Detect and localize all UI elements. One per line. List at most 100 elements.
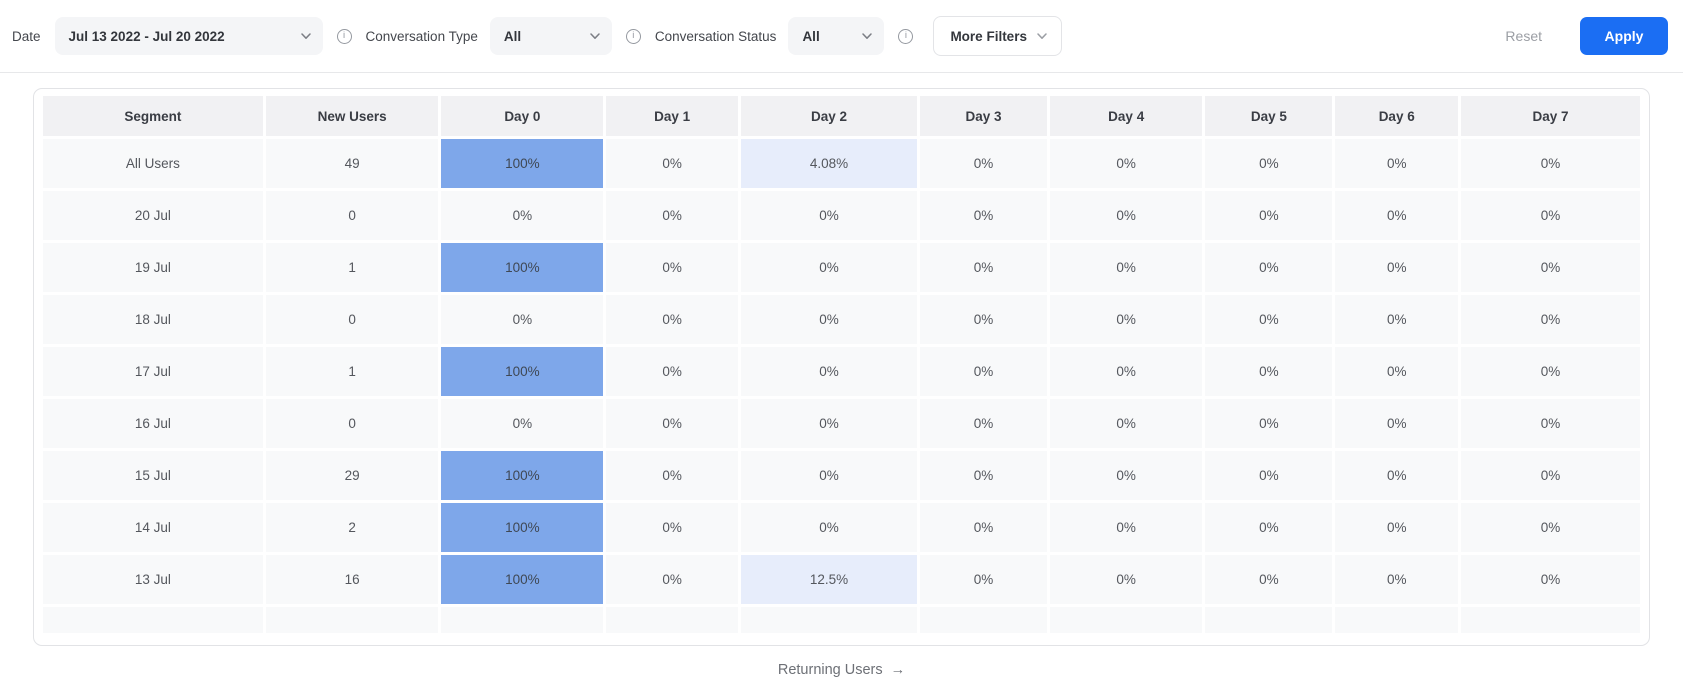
column-header-day-4: Day 4 <box>1050 96 1203 136</box>
retention-cell-day-1: 0% <box>606 503 739 552</box>
date-range-select[interactable]: Jul 13 2022 - Jul 20 2022 <box>54 17 323 55</box>
retention-cell-day-0: 100% <box>441 555 604 604</box>
segment-cell: 18 Jul <box>43 295 263 344</box>
retention-table: Segment New Users Day 0 Day 1 Day 2 Day 3 Day … <box>40 93 1643 636</box>
retention-cell-day-4: 0% <box>1050 191 1203 240</box>
more-filters-button[interactable]: More Filters <box>933 16 1062 56</box>
table-row: 20 Jul 0 0% 0% 0% 0% 0% 0% 0% 0% <box>43 191 1640 240</box>
retention-cell-day-2: 12.5% <box>741 555 917 604</box>
table-row: 13 Jul 16 100% 0% 12.5% 0% 0% 0% 0% 0% <box>43 555 1640 604</box>
reset-button[interactable]: Reset <box>1505 28 1542 44</box>
retention-cell-day-7: 0% <box>1460 347 1640 396</box>
retention-cell-day-0: 100% <box>441 503 604 552</box>
retention-cell-day-5: 0% <box>1205 139 1333 188</box>
retention-cell-day-4: 0% <box>1050 503 1203 552</box>
retention-cell-day-7: 0% <box>1460 295 1640 344</box>
conversation-status-select[interactable]: All <box>788 17 885 55</box>
apply-button[interactable]: Apply <box>1580 17 1668 55</box>
retention-cell-day-2: 0% <box>741 191 917 240</box>
retention-cell-day-0: 0% <box>441 399 604 448</box>
retention-cell-day-4: 0% <box>1050 347 1203 396</box>
conversation-type-info-icon[interactable]: i <box>625 28 641 44</box>
retention-cell-day-7: 0% <box>1460 451 1640 500</box>
retention-cell-day-1: 0% <box>606 139 739 188</box>
segment-cell: 15 Jul <box>43 451 263 500</box>
date-info-icon[interactable]: i <box>336 28 352 44</box>
column-header-day-2: Day 2 <box>741 96 917 136</box>
retention-cell-day-6: 0% <box>1335 451 1458 500</box>
conversation-type-label: Conversation Type <box>365 28 478 44</box>
filter-actions: Reset Apply <box>1505 17 1668 55</box>
conversation-status-info-icon[interactable]: i <box>898 28 914 44</box>
retention-cell-day-0: 100% <box>441 139 604 188</box>
retention-cell-day-4: 0% <box>1050 399 1203 448</box>
retention-cell-day-7: 0% <box>1460 503 1640 552</box>
column-header-day-5: Day 5 <box>1205 96 1333 136</box>
retention-cell-day-5: 0% <box>1205 451 1333 500</box>
retention-cell-day-2: 0% <box>741 399 917 448</box>
retention-cell-day-3: 0% <box>919 347 1048 396</box>
partial-cell <box>265 607 439 633</box>
table-row: 19 Jul 1 100% 0% 0% 0% 0% 0% 0% 0% <box>43 243 1640 292</box>
conversation-status-label: Conversation Status <box>654 28 777 44</box>
table-row: 15 Jul 29 100% 0% 0% 0% 0% 0% 0% 0% <box>43 451 1640 500</box>
retention-cell-day-6: 0% <box>1335 295 1458 344</box>
retention-cell-day-3: 0% <box>919 243 1048 292</box>
column-header-new-users: New Users <box>265 96 439 136</box>
retention-cell-day-1: 0% <box>606 191 739 240</box>
retention-cell-day-0: 0% <box>441 191 604 240</box>
partial-cell <box>43 607 263 633</box>
chevron-down-icon <box>590 31 600 41</box>
retention-cell-day-6: 0% <box>1335 503 1458 552</box>
retention-cell-day-0: 100% <box>441 451 604 500</box>
new-users-cell: 0 <box>265 295 439 344</box>
retention-cell-day-2: 4.08% <box>741 139 917 188</box>
retention-cell-day-5: 0% <box>1205 503 1333 552</box>
segment-cell: 13 Jul <box>43 555 263 604</box>
retention-cell-day-4: 0% <box>1050 139 1203 188</box>
retention-cell-day-1: 0% <box>606 451 739 500</box>
partial-cell <box>606 607 739 633</box>
conversation-status-value: All <box>802 28 820 44</box>
retention-cell-day-2: 0% <box>741 243 917 292</box>
retention-cell-day-6: 0% <box>1335 243 1458 292</box>
table-row: 16 Jul 0 0% 0% 0% 0% 0% 0% 0% 0% <box>43 399 1640 448</box>
retention-cell-day-2: 0% <box>741 295 917 344</box>
retention-table-card: Segment New Users Day 0 Day 1 Day 2 Day 3 Day … <box>33 88 1650 646</box>
retention-cell-day-2: 0% <box>741 347 917 396</box>
retention-cell-day-7: 0% <box>1460 555 1640 604</box>
table-row-partial <box>43 607 1640 633</box>
retention-cell-day-1: 0% <box>606 399 739 448</box>
conversation-type-select[interactable]: All <box>489 17 612 55</box>
segment-cell: 17 Jul <box>43 347 263 396</box>
partial-cell <box>441 607 604 633</box>
partial-cell <box>741 607 917 633</box>
new-users-cell: 1 <box>265 347 439 396</box>
retention-cell-day-6: 0% <box>1335 555 1458 604</box>
retention-cell-day-1: 0% <box>606 347 739 396</box>
returning-users-link[interactable]: Returning Users → <box>778 662 905 678</box>
chevron-down-icon <box>300 31 311 41</box>
new-users-cell: 29 <box>265 451 439 500</box>
retention-cell-day-5: 0% <box>1205 191 1333 240</box>
filter-bar: Date Jul 13 2022 - Jul 20 2022 i Convers… <box>0 0 1683 73</box>
table-header-row: Segment New Users Day 0 Day 1 Day 2 Day 3 Day … <box>43 96 1640 136</box>
retention-cell-day-3: 0% <box>919 191 1048 240</box>
column-header-day-6: Day 6 <box>1335 96 1458 136</box>
retention-cell-day-7: 0% <box>1460 191 1640 240</box>
table-row: 18 Jul 0 0% 0% 0% 0% 0% 0% 0% 0% <box>43 295 1640 344</box>
retention-cell-day-3: 0% <box>919 295 1048 344</box>
segment-cell: 19 Jul <box>43 243 263 292</box>
retention-cell-day-2: 0% <box>741 451 917 500</box>
retention-cell-day-7: 0% <box>1460 399 1640 448</box>
segment-cell: 16 Jul <box>43 399 263 448</box>
new-users-cell: 16 <box>265 555 439 604</box>
retention-cell-day-4: 0% <box>1050 451 1203 500</box>
column-header-day-1: Day 1 <box>606 96 739 136</box>
retention-cell-day-6: 0% <box>1335 191 1458 240</box>
segment-cell: All Users <box>43 139 263 188</box>
partial-cell <box>1335 607 1458 633</box>
partial-cell <box>919 607 1048 633</box>
chevron-down-icon <box>1037 31 1047 41</box>
column-header-segment: Segment <box>43 96 263 136</box>
